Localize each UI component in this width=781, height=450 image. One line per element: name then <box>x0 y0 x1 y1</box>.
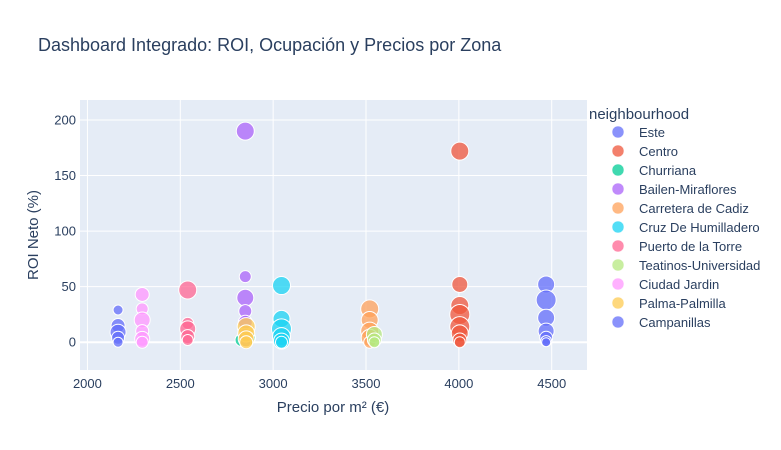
x-tick-label: 2000 <box>73 376 102 391</box>
legend-item[interactable]: Este <box>611 125 665 140</box>
legend-item[interactable]: Puerto de la Torre <box>611 239 742 254</box>
data-point[interactable] <box>135 335 149 349</box>
x-tick-label: 3000 <box>259 376 288 391</box>
data-point[interactable] <box>239 335 254 350</box>
data-point[interactable] <box>181 334 194 346</box>
legend-label: Centro <box>639 144 678 159</box>
series-palma-palmilla <box>236 317 256 350</box>
legend-label: Este <box>639 125 665 140</box>
legend-label: Cruz De Humilladero <box>639 220 760 235</box>
legend-label: Campanillas <box>639 315 711 330</box>
series-centro <box>449 141 471 349</box>
legend-title: neighbourhood <box>589 106 689 123</box>
series-puerto-de-la-torre <box>178 280 198 346</box>
legend-item[interactable]: Teatinos-Universidad <box>611 258 760 273</box>
data-point[interactable] <box>451 275 469 293</box>
legend-item[interactable]: Churriana <box>611 163 697 178</box>
legend-item[interactable]: Bailen-Miraflores <box>611 182 737 197</box>
legend-marker <box>611 239 625 253</box>
legend-marker <box>611 315 625 329</box>
y-tick-label: 0 <box>69 335 76 350</box>
data-point[interactable] <box>134 286 150 302</box>
legend-label: Palma-Palmilla <box>639 296 726 311</box>
data-point[interactable] <box>235 121 255 141</box>
y-tick-labels: 0 50 100 150 200 <box>54 113 76 350</box>
x-tick-label: 4000 <box>444 376 473 391</box>
data-point[interactable] <box>368 336 381 349</box>
data-point[interactable] <box>450 141 470 161</box>
data-point[interactable] <box>453 336 466 349</box>
legend-label: Teatinos-Universidad <box>639 258 760 273</box>
legend-item[interactable]: Palma-Palmilla <box>611 296 726 311</box>
data-point[interactable] <box>236 288 255 307</box>
series-cruz-de-humilladero <box>271 276 292 350</box>
series-este <box>535 275 557 348</box>
legend-label: Carretera de Cadiz <box>639 201 749 216</box>
y-tick-label: 200 <box>54 113 76 128</box>
legend-label: Churriana <box>639 163 697 178</box>
y-tick-label: 100 <box>54 224 76 239</box>
legend-label: Ciudad Jardin <box>639 277 719 292</box>
legend-marker <box>611 258 625 272</box>
series-campanillas <box>109 304 127 348</box>
y-axis-title: ROI Neto (%) <box>25 190 42 280</box>
legend-item[interactable]: Centro <box>611 144 678 159</box>
y-tick-label: 150 <box>54 168 76 183</box>
data-point[interactable] <box>112 336 124 348</box>
x-tick-labels: 2000 2500 3000 3500 4000 4500 <box>73 376 566 391</box>
x-tick-label: 4500 <box>537 376 566 391</box>
data-point[interactable] <box>238 270 252 284</box>
data-point[interactable] <box>275 335 288 349</box>
y-tick-label: 50 <box>62 279 76 294</box>
plot-background <box>80 100 587 370</box>
data-point[interactable] <box>112 304 124 316</box>
series-ciudad-jardin <box>133 286 151 349</box>
legend-item[interactable]: Ciudad Jardin <box>611 277 719 292</box>
legend: Este Centro Churriana Bailen-Miraflores Carr… <box>611 125 760 330</box>
data-point[interactable] <box>272 276 291 296</box>
series-teatinos-universidad <box>365 325 383 349</box>
legend-item[interactable]: Cruz De Humilladero <box>611 220 760 235</box>
chart-title: Dashboard Integrado: ROI, Ocupación y Pr… <box>38 35 502 55</box>
data-point[interactable] <box>535 289 557 311</box>
legend-label: Bailen-Miraflores <box>639 182 737 197</box>
data-point[interactable] <box>541 337 552 348</box>
legend-marker <box>611 220 625 234</box>
gridlines <box>80 100 587 370</box>
data-points <box>109 121 557 350</box>
legend-marker <box>611 163 625 177</box>
x-axis-title: Precio por m² (€) <box>277 399 390 416</box>
legend-marker <box>611 144 625 158</box>
legend-marker <box>611 277 625 291</box>
x-tick-label: 2500 <box>166 376 195 391</box>
x-tick-label: 3500 <box>352 376 381 391</box>
data-point[interactable] <box>178 280 198 300</box>
legend-item[interactable]: Campanillas <box>611 315 711 330</box>
legend-item[interactable]: Carretera de Cadiz <box>611 201 749 216</box>
legend-marker <box>611 296 625 310</box>
legend-marker <box>611 201 625 215</box>
legend-marker <box>611 125 625 139</box>
legend-marker <box>611 182 625 196</box>
legend-label: Puerto de la Torre <box>639 239 742 254</box>
